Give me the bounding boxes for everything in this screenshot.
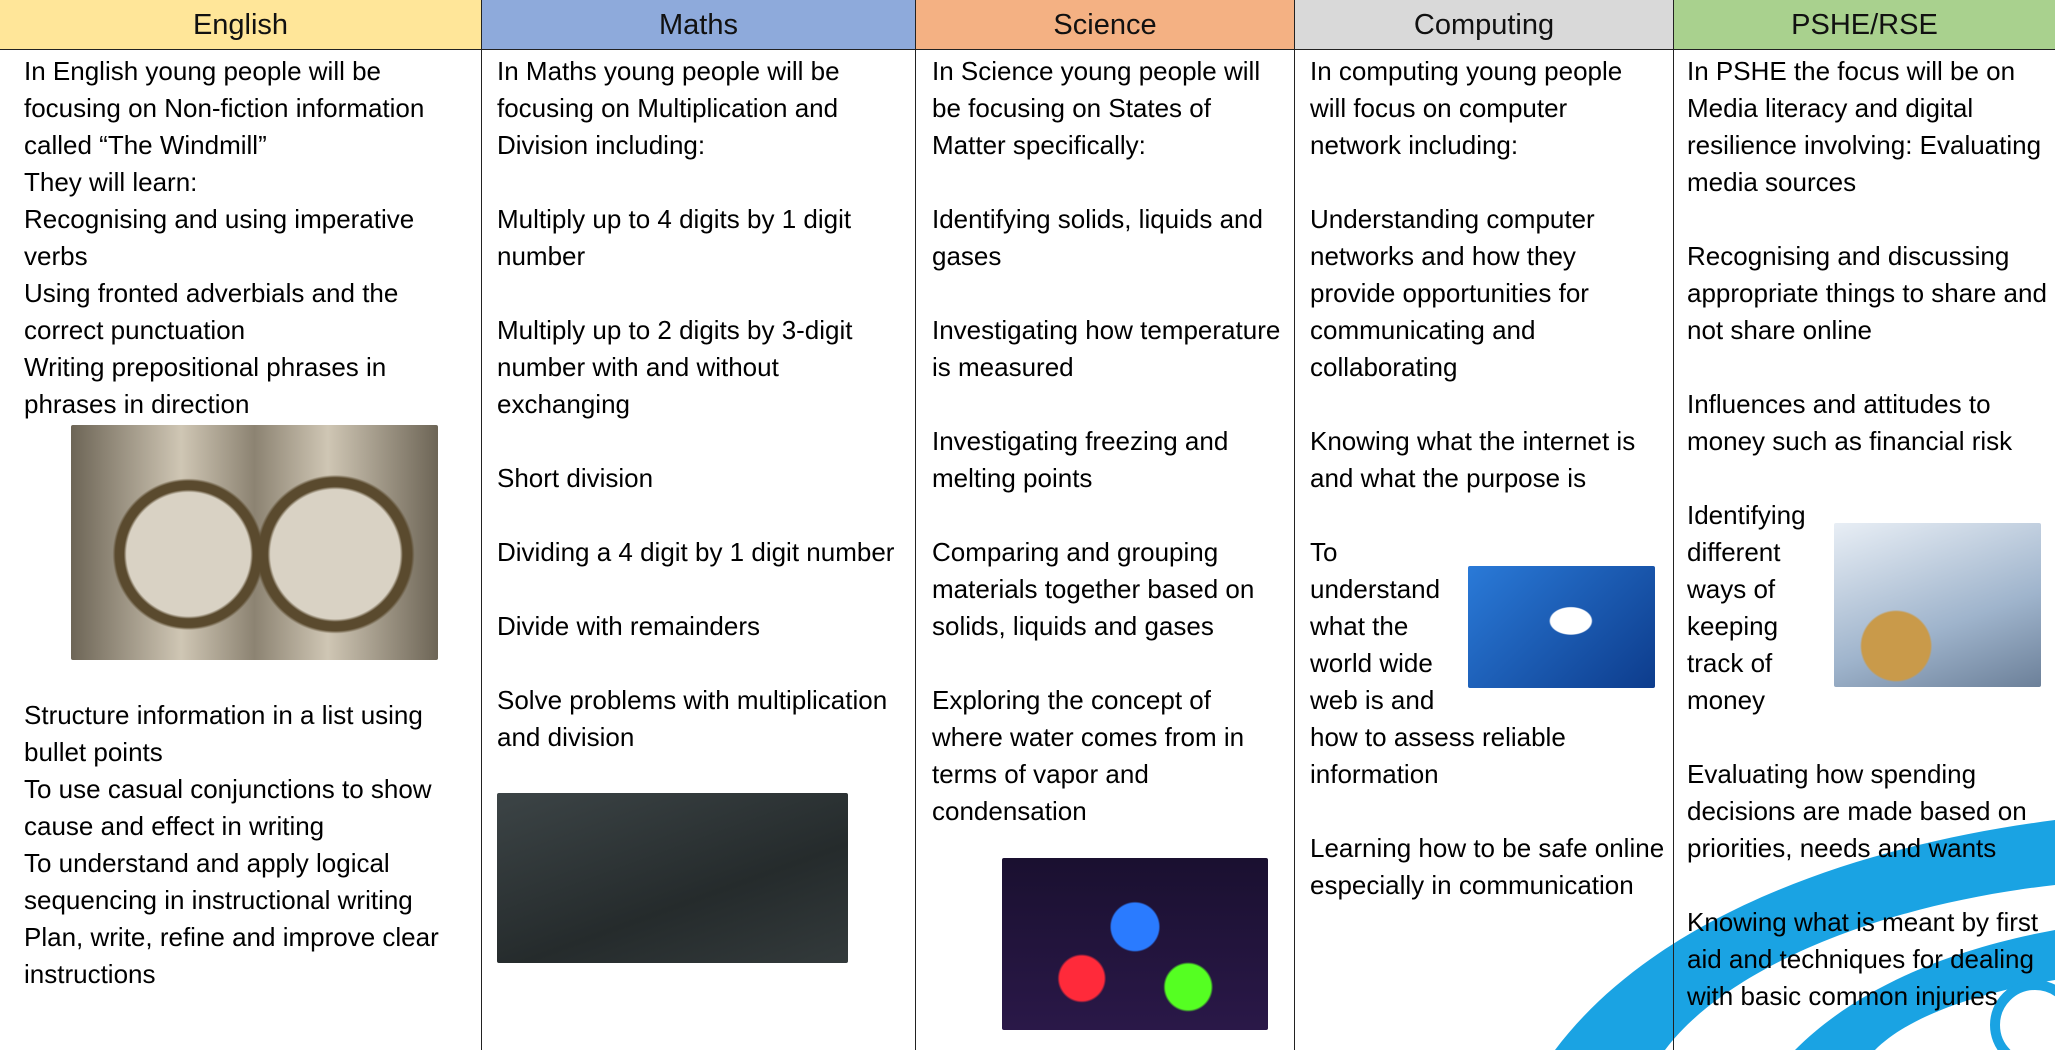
photo	[1468, 566, 1655, 688]
column-header: Maths	[482, 0, 915, 50]
paragraph: Knowing what the internet is and what th…	[1310, 426, 1636, 493]
column-body: In English young people will be focusing…	[0, 50, 481, 993]
paragraph: To understand what the world wide web is…	[1310, 537, 1566, 789]
paragraph: Investigating how temperature is measure…	[932, 315, 1281, 382]
column-body: In PSHE the focus will be on Media liter…	[1674, 50, 2055, 1052]
paragraph: In PSHE the focus will be on Media liter…	[1687, 56, 2042, 197]
paragraph: Recognising and using imperative verbs	[24, 204, 415, 271]
paragraph: Identifying solids, liquids and gases	[932, 204, 1263, 271]
paragraph: In Maths young people will be focusing o…	[497, 56, 840, 160]
paragraph: In English young people will be focusing…	[24, 56, 425, 160]
column-header: PSHE/RSE	[1674, 0, 2055, 50]
column-body: In computing young people will focus on …	[1295, 50, 1673, 941]
decorative-swoosh	[1555, 820, 2055, 1050]
column-header: English	[0, 0, 481, 50]
column: Science In Science young people will be …	[916, 0, 1295, 1050]
photo	[1834, 523, 2041, 687]
paragraph: To understand and apply logical sequenci…	[24, 848, 413, 915]
paragraph: In Science young people will be focusing…	[932, 56, 1261, 160]
column: PSHE/RSE In PSHE the focus will be on Me…	[1674, 0, 2055, 1050]
paragraph: In computing young people will focus on …	[1310, 56, 1623, 160]
paragraph: Solve problems with multiplication and d…	[497, 685, 888, 752]
paragraph: Learning how to be safe online especiall…	[1310, 833, 1665, 900]
paragraph: Influences and attitudes to money such a…	[1687, 389, 2013, 456]
paragraph: Multiply up to 2 digits by 3-digit numbe…	[497, 315, 853, 419]
paragraph: Dividing a 4 digit by 1 digit number	[497, 537, 895, 567]
paragraph: Short division	[497, 463, 654, 493]
paragraph: Divide with remainders	[497, 611, 760, 641]
paragraph: Recognising and discussing appropriate t…	[1687, 241, 2047, 345]
paragraph: Writing prepositional phrases in phrases…	[24, 352, 387, 419]
paragraph: Using fronted adverbials and the correct…	[24, 278, 399, 345]
photo	[71, 425, 438, 660]
wrapped-block: To understand what the world wide web is…	[1310, 534, 1665, 793]
paragraph: Structure information in a list using bu…	[24, 700, 423, 767]
paragraph: Multiply up to 4 digits by 1 digit numbe…	[497, 204, 852, 271]
paragraph: Plan, write, refine and improve clear in…	[24, 922, 439, 989]
photo	[497, 793, 848, 963]
paragraph: Comparing and grouping materials togethe…	[932, 537, 1255, 641]
paragraph: To use casual conjunctions to show cause…	[24, 774, 432, 841]
paragraph: Investigating freezing and melting point…	[932, 426, 1229, 493]
column: English In English young people will be …	[0, 0, 482, 1050]
paragraph: Exploring the concept of where water com…	[932, 685, 1245, 826]
column-header: Science	[916, 0, 1294, 50]
paragraph: Evaluating how spending decisions are ma…	[1687, 759, 2027, 863]
photo	[1002, 858, 1268, 1030]
paragraph: Understanding computer networks and how …	[1310, 204, 1595, 382]
paragraph: They will learn:	[24, 167, 198, 197]
column: Maths In Maths young people will be focu…	[482, 0, 916, 1050]
column-header: Computing	[1295, 0, 1673, 50]
column: Computing In computing young people will…	[1295, 0, 1674, 1050]
column-body: In Maths young people will be focusing o…	[482, 50, 915, 963]
column-body: In Science young people will be focusing…	[916, 50, 1294, 1030]
wrapped-block: Identifying different ways of keeping tr…	[1687, 497, 2049, 719]
paragraph: Knowing what is meant by first aid and t…	[1687, 907, 2039, 1011]
paragraph: Identifying different ways of keeping tr…	[1687, 500, 1806, 715]
